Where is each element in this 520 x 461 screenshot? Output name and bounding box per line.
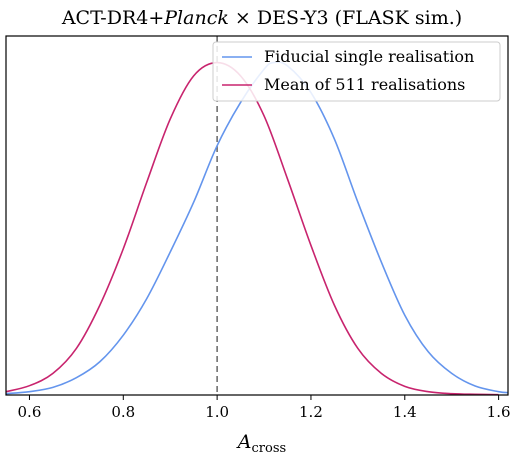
x-tick-label: 1.4 [393,403,417,421]
x-axis-ticks: 0.6 0.8 1.0 1.2 1.4 1.6 [18,395,511,421]
series-line-mean [5,61,499,396]
series-line-fiducial [5,61,509,395]
x-axis-label-main: A [236,431,252,453]
x-tick-label: 1.6 [487,403,511,421]
plot-frame [5,35,509,396]
legend-box [212,41,501,102]
x-axis-label-sub: cross [252,441,287,456]
chart-title-italic: Planck [163,7,229,29]
chart-title-suffix: × DES-Y3 (FLASK sim.) [229,7,462,29]
x-tick-label: 0.8 [111,403,135,421]
legend: Fiducial single realisation Mean of 511 … [212,41,501,102]
legend-label-fiducial: Fiducial single realisation [264,47,474,66]
x-axis-label: Across [236,431,286,456]
chart-title-prefix: ACT-DR4+ [61,7,164,29]
x-tick-label: 1.0 [205,403,229,421]
legend-label-mean: Mean of 511 realisations [264,75,465,94]
x-tick-label: 0.6 [18,403,42,421]
x-tick-label: 1.2 [299,403,323,421]
chart-title: ACT-DR4+Planck × DES-Y3 (FLASK sim.) [61,7,462,29]
